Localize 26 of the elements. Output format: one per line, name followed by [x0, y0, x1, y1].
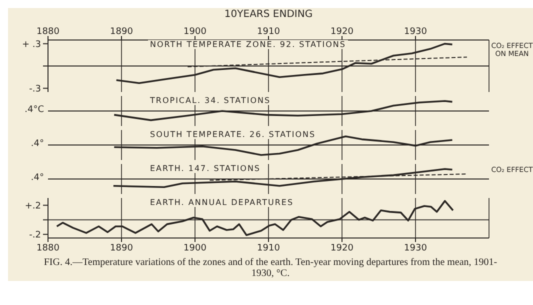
chart-title: SOUTH TEMPERATE. 26. STATIONS — [150, 130, 316, 139]
x-tick-label: 1890 — [110, 27, 134, 37]
y-tick-label: -.2 — [29, 230, 41, 241]
x-axis-title: 10YEARS ENDING — [224, 9, 313, 20]
chart-title: TROPICAL. 34. STATIONS — [150, 96, 271, 105]
text: .4°C — [24, 105, 44, 115]
x-tick-label: 1880 — [36, 27, 60, 37]
y-tick-label: +.2 — [24, 201, 41, 212]
y-tick-label: + .3 — [22, 40, 41, 50]
x-tick-label: 1880 — [36, 243, 60, 254]
x-tick-label: 1920 — [330, 27, 354, 37]
chart-title: EARTH. 147. STATIONS — [150, 164, 261, 173]
x-tick-label: 1890 — [110, 243, 134, 254]
x-tick-label: 1910 — [257, 27, 280, 37]
text: .4° — [30, 139, 44, 149]
x-tick-label: 1910 — [257, 243, 280, 254]
y-tick-label: -.3 — [29, 84, 41, 94]
caption: FIG. 4.—Temperature variations of the zones and of the earth. Ten-year moving departures from the mean, 1901-1930, °C. — [44, 257, 498, 279]
chart-title: EARTH. ANNUAL DEPARTURES — [150, 198, 294, 207]
x-tick-label: 1930 — [404, 27, 428, 37]
text: .4° — [30, 173, 44, 183]
x-tick-label: 1900 — [184, 243, 207, 254]
x-tick-label: 1930 — [404, 243, 428, 254]
chart-title: NORTH TEMPERATE ZONE. 92. STATIONS — [150, 40, 346, 49]
x-tick-label: 1900 — [184, 27, 207, 37]
x-tick-label: 1920 — [330, 243, 354, 254]
